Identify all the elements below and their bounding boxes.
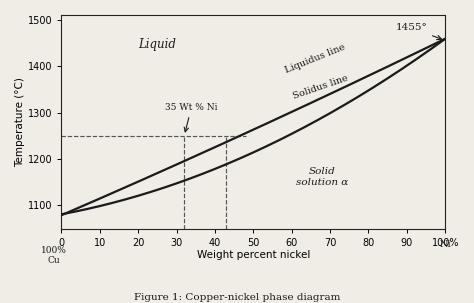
X-axis label: Weight percent nickel: Weight percent nickel <box>197 250 310 261</box>
Text: Solid
solution α: Solid solution α <box>296 167 348 187</box>
Text: Figure 1: Copper-nickel phase diagram: Figure 1: Copper-nickel phase diagram <box>134 293 340 302</box>
Text: 35 Wt % Ni: 35 Wt % Ni <box>165 103 218 132</box>
Text: Solidus line: Solidus line <box>292 73 349 101</box>
Text: Liquid: Liquid <box>138 38 176 51</box>
Text: 1455°: 1455° <box>395 23 441 40</box>
Text: Liquidus line: Liquidus line <box>284 43 347 75</box>
Text: 100%
Cu: 100% Cu <box>41 246 67 265</box>
Y-axis label: Temperature (°C): Temperature (°C) <box>15 77 25 167</box>
Text: Ni: Ni <box>439 240 451 249</box>
